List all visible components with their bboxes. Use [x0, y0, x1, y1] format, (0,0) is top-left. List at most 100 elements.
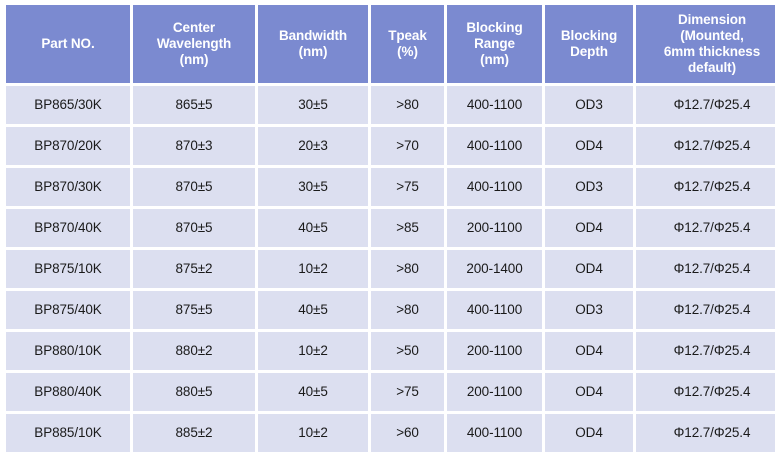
cell-part_no: BP870/20K: [6, 127, 130, 165]
cell-tpeak: >80: [371, 291, 444, 329]
column-header-line: Blocking: [466, 20, 523, 36]
cell-blocking_depth: OD4: [545, 332, 633, 370]
column-header-line: Blocking: [560, 28, 618, 44]
cell-blocking_range: 200-1400: [447, 250, 542, 288]
cell-center_wavelength: 875±5: [133, 291, 255, 329]
cell-tpeak: >75: [371, 168, 444, 206]
cell-blocking_range: 200-1100: [447, 332, 542, 370]
column-header-line: 6mm thickness: [663, 44, 761, 59]
cell-tpeak: >85: [371, 209, 444, 247]
cell-part_no: BP865/30K: [6, 86, 130, 124]
column-header-blocking_depth: Blocking Depth: [545, 5, 633, 83]
cell-bandwidth: 40±5: [258, 373, 368, 411]
cell-blocking_range: 400-1100: [447, 291, 542, 329]
cell-center_wavelength: 880±5: [133, 373, 255, 411]
cell-blocking_depth: OD4: [545, 373, 633, 411]
cell-dimension: Φ12.7/Φ25.4: [636, 332, 775, 370]
cell-dimension: Φ12.7/Φ25.4: [636, 209, 775, 247]
cell-center_wavelength: 875±2: [133, 250, 255, 288]
cell-tpeak: >80: [371, 86, 444, 124]
column-header-part_no: Part NO.: [6, 5, 130, 83]
column-header-line: Tpeak: [388, 28, 427, 44]
table-row: BP885/10K 885±2 10±2 >60 400-1100 OD4 Φ12.7/Φ2…: [6, 414, 775, 452]
cell-center_wavelength: 870±5: [133, 168, 255, 206]
table-row: BP870/40K 870±5 40±5 >85 200-1100 OD4 Φ12.7/Φ2…: [6, 209, 775, 247]
cell-dimension: Φ12.7/Φ25.4: [636, 168, 775, 206]
table-row: BP880/40K 880±5 40±5 >75 200-1100 OD4 Φ12.7/Φ2…: [6, 373, 775, 411]
cell-tpeak: >80: [371, 250, 444, 288]
column-header-line: (nm): [179, 51, 209, 67]
cell-part_no: BP880/10K: [6, 332, 130, 370]
cell-tpeak: >50: [371, 332, 444, 370]
cell-dimension: Φ12.7/Φ25.4: [636, 291, 775, 329]
cell-bandwidth: 30±5: [258, 168, 368, 206]
cell-blocking_range: 400-1100: [447, 168, 542, 206]
cell-bandwidth: 40±5: [258, 291, 368, 329]
column-header-line: Bandwidth: [278, 28, 348, 44]
cell-tpeak: >70: [371, 127, 444, 165]
cell-blocking_range: 400-1100: [447, 127, 542, 165]
column-header-line: default): [688, 59, 736, 75]
cell-bandwidth: 10±2: [258, 250, 368, 288]
cell-dimension: Φ12.7/Φ25.4: [636, 373, 775, 411]
cell-blocking_depth: OD4: [545, 127, 633, 165]
cell-dimension: Φ12.7/Φ25.4: [636, 86, 775, 124]
table-row: BP880/10K 880±2 10±2 >50 200-1100 OD4 Φ12.7/Φ2…: [6, 332, 775, 370]
column-header-center_wavelength: Center Wavelength (nm): [133, 5, 255, 83]
column-header-line: Dimension: [677, 12, 747, 28]
column-header-line: Range: [474, 36, 515, 52]
column-header-line: (nm): [298, 44, 328, 59]
cell-dimension: Φ12.7/Φ25.4: [636, 127, 775, 165]
table-row: BP865/30K 865±5 30±5 >80 400-1100 OD3 Φ12.7/Φ2…: [6, 86, 775, 124]
cell-center_wavelength: 870±3: [133, 127, 255, 165]
table-row: BP875/40K 875±5 40±5 >80 400-1100 OD3 Φ12.7/Φ2…: [6, 291, 775, 329]
cell-tpeak: >75: [371, 373, 444, 411]
cell-dimension: Φ12.7/Φ25.4: [636, 414, 775, 452]
cell-blocking_depth: OD3: [545, 86, 633, 124]
cell-blocking_range: 200-1100: [447, 373, 542, 411]
table-body: BP865/30K 865±5 30±5 >80 400-1100 OD3 Φ12.7/Φ2…: [6, 86, 775, 452]
column-header-blocking_range: Blocking Range (nm): [447, 5, 542, 83]
cell-part_no: BP870/40K: [6, 209, 130, 247]
cell-tpeak: >60: [371, 414, 444, 452]
table-row: BP875/10K 875±2 10±2 >80 200-1400 OD4 Φ12.7/Φ2…: [6, 250, 775, 288]
cell-blocking_depth: OD4: [545, 414, 633, 452]
cell-blocking_range: 400-1100: [447, 414, 542, 452]
cell-blocking_depth: OD4: [545, 250, 633, 288]
cell-center_wavelength: 865±5: [133, 86, 255, 124]
column-header-line: (Mounted,: [680, 28, 744, 44]
cell-bandwidth: 10±2: [258, 414, 368, 452]
cell-bandwidth: 10±2: [258, 332, 368, 370]
table-row: BP870/20K 870±3 20±3 >70 400-1100 OD4 Φ12.7/Φ2…: [6, 127, 775, 165]
cell-bandwidth: 30±5: [258, 86, 368, 124]
cell-center_wavelength: 880±2: [133, 332, 255, 370]
cell-blocking_depth: OD4: [545, 209, 633, 247]
column-header-line: Depth: [570, 44, 608, 59]
cell-blocking_range: 400-1100: [447, 86, 542, 124]
column-header-dimension: Dimension (Mounted, 6mm thickness default): [636, 5, 775, 83]
table-row: BP870/30K 870±5 30±5 >75 400-1100 OD3 Φ12.7/Φ2…: [6, 168, 775, 206]
cell-part_no: BP880/40K: [6, 373, 130, 411]
cell-bandwidth: 40±5: [258, 209, 368, 247]
specification-table: Part NO. Center Wavelength (nm) Bandwidth (nm…: [3, 2, 775, 455]
column-header-line: Part NO.: [41, 36, 95, 52]
cell-dimension: Φ12.7/Φ25.4: [636, 250, 775, 288]
specification-table-container: Part NO. Center Wavelength (nm) Bandwidth (nm…: [6, 5, 775, 452]
cell-center_wavelength: 870±5: [133, 209, 255, 247]
cell-center_wavelength: 885±2: [133, 414, 255, 452]
cell-blocking_range: 200-1100: [447, 209, 542, 247]
column-header-line: Wavelength: [156, 36, 232, 52]
table-header: Part NO. Center Wavelength (nm) Bandwidth (nm…: [6, 5, 775, 83]
column-header-line: (%): [397, 44, 418, 59]
cell-part_no: BP875/40K: [6, 291, 130, 329]
cell-part_no: BP875/10K: [6, 250, 130, 288]
cell-bandwidth: 20±3: [258, 127, 368, 165]
table-header-row: Part NO. Center Wavelength (nm) Bandwidth (nm…: [6, 5, 775, 83]
column-header-line: Center: [172, 20, 216, 36]
cell-blocking_depth: OD3: [545, 168, 633, 206]
cell-part_no: BP885/10K: [6, 414, 130, 452]
column-header-bandwidth: Bandwidth (nm): [258, 5, 368, 83]
cell-blocking_depth: OD3: [545, 291, 633, 329]
cell-part_no: BP870/30K: [6, 168, 130, 206]
column-header-line: (nm): [480, 51, 509, 67]
